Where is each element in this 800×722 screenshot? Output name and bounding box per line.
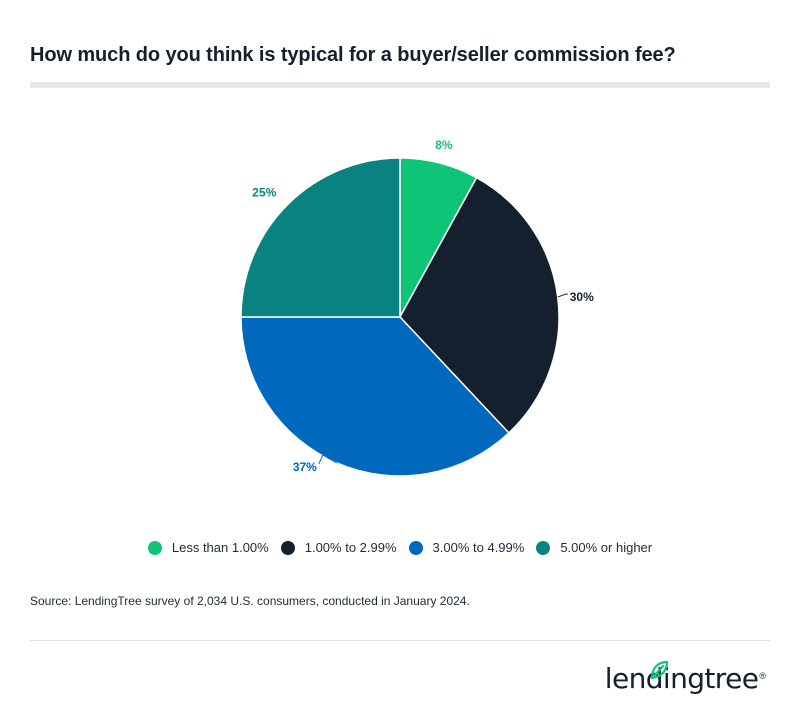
legend-label: 1.00% to 2.99% [304,540,397,555]
legend-label: Less than 1.00% [171,540,269,555]
data-label: 25% [252,185,276,199]
legend-item-5-or-higher: 5.00% or higher [536,540,652,555]
legend-item-3-to-4-99: 3.00% to 4.99% [408,540,525,555]
legend-swatch [408,540,423,555]
data-label: 37% [293,460,317,474]
legend-swatch [147,540,162,555]
lendingtree-logo: lendingtree ® [605,660,766,695]
registered-mark: ® [759,671,766,681]
leaf-icon [650,660,668,680]
data-label: 30% [570,290,594,304]
logo-text: lendingtree [604,662,759,695]
legend-item-1-to-2-99: 1.00% to 2.99% [280,540,397,555]
data-label: 8% [435,138,453,152]
source-note: Source: LendingTree survey of 2,034 U.S.… [30,594,470,608]
legend-swatch [536,540,551,555]
legend-item-less-than-1: Less than 1.00% [147,540,269,555]
legend: Less than 1.00% 1.00% to 2.99% 3.00% to … [0,540,800,555]
legend-swatch [280,540,295,555]
data-label-leader [557,293,568,298]
pie-slice [399,176,560,434]
legend-label: 3.00% to 4.99% [432,540,525,555]
data-label-leader [318,454,338,465]
title-divider [30,82,770,88]
chart-title: How much do you think is typical for a b… [30,44,676,66]
legend-label: 5.00% or higher [560,540,653,555]
footer-divider [30,640,770,641]
logo-wordmark: lendingtree [605,662,759,695]
pie-slice [240,157,401,318]
